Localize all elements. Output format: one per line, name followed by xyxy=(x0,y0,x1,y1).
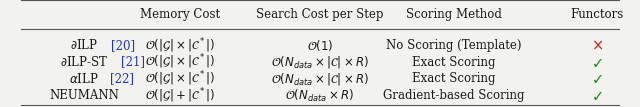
Text: NEUMANN: NEUMANN xyxy=(49,89,119,102)
Text: Gradient-based Scoring: Gradient-based Scoring xyxy=(383,89,525,102)
Text: $\mathcal{O}(1)$: $\mathcal{O}(1)$ xyxy=(307,38,333,53)
Text: $\mathcal{O}(|\mathcal{G}| \times |\mathcal{C}^*|)$: $\mathcal{O}(|\mathcal{G}| \times |\math… xyxy=(145,36,215,55)
Text: No Scoring (Template): No Scoring (Template) xyxy=(386,39,522,52)
Text: $\mathcal{O}(|\mathcal{G}| \times |\mathcal{C}^*|)$: $\mathcal{O}(|\mathcal{G}| \times |\math… xyxy=(145,70,215,88)
Text: $\partial$ILP-ST: $\partial$ILP-ST xyxy=(60,55,108,69)
Text: $\mathcal{O}(|\mathcal{G}| + |\mathcal{C}^*|)$: $\mathcal{O}(|\mathcal{G}| + |\mathcal{C… xyxy=(145,86,215,105)
Text: Memory Cost: Memory Cost xyxy=(140,8,220,21)
Text: Search Cost per Step: Search Cost per Step xyxy=(256,8,384,21)
Text: $\partial$ILP: $\partial$ILP xyxy=(70,38,98,52)
Text: $\mathcal{O}(N_{data} \times |\mathcal{C}| \times R)$: $\mathcal{O}(N_{data} \times |\mathcal{C… xyxy=(271,71,369,87)
Text: $\checkmark$: $\checkmark$ xyxy=(591,55,603,70)
Text: [20]: [20] xyxy=(111,39,135,52)
Text: Exact Scoring: Exact Scoring xyxy=(412,72,495,85)
Text: $\mathcal{O}(N_{data} \times |\mathcal{C}| \times R)$: $\mathcal{O}(N_{data} \times |\mathcal{C… xyxy=(271,54,369,70)
Text: $\alpha$ILP: $\alpha$ILP xyxy=(69,72,99,86)
Text: $\times$: $\times$ xyxy=(591,38,604,53)
Text: $\mathcal{O}(N_{data} \times R)$: $\mathcal{O}(N_{data} \times R)$ xyxy=(285,88,355,104)
Text: Exact Scoring: Exact Scoring xyxy=(412,56,495,69)
Text: Scoring Method: Scoring Method xyxy=(406,8,502,21)
Text: $\checkmark$: $\checkmark$ xyxy=(591,71,603,86)
Text: [21]: [21] xyxy=(121,56,145,69)
Text: [22]: [22] xyxy=(109,72,134,85)
Text: $\mathcal{O}(|\mathcal{G}| \times |\mathcal{C}^*|)$: $\mathcal{O}(|\mathcal{G}| \times |\math… xyxy=(145,53,215,71)
Text: $\checkmark$: $\checkmark$ xyxy=(591,88,603,103)
Text: Functors: Functors xyxy=(571,8,624,21)
